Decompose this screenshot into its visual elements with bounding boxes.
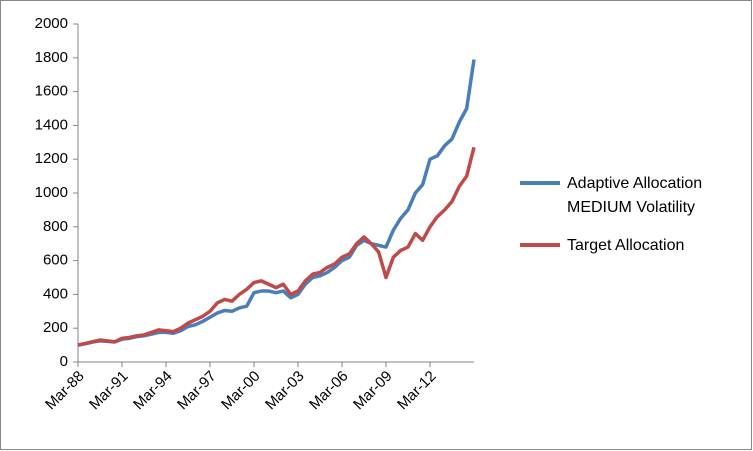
y-tick-label: 1000 [35, 184, 68, 201]
y-tick-label: 400 [43, 285, 68, 302]
y-tick-label: 1600 [35, 83, 68, 100]
legend-label: Adaptive Allocation MEDIUM Volatility [567, 175, 703, 216]
y-tick-label: 1400 [35, 116, 68, 133]
legend-swatch [520, 243, 560, 247]
legend-label: Target Allocation [567, 237, 685, 254]
legend-entry: Adaptive Allocation MEDIUM Volatility [520, 172, 737, 220]
y-tick-label: 1200 [35, 150, 68, 167]
y-tick-label: 1800 [35, 49, 68, 66]
y-tick-label: 0 [60, 353, 68, 370]
y-tick-label: 200 [43, 319, 68, 336]
y-tick-label: 2000 [35, 15, 68, 32]
legend-entry: Target Allocation [520, 234, 737, 258]
legend-swatch [520, 181, 560, 185]
y-tick-label: 600 [43, 252, 68, 269]
y-tick-label: 800 [43, 218, 68, 235]
series-line [77, 146, 476, 347]
